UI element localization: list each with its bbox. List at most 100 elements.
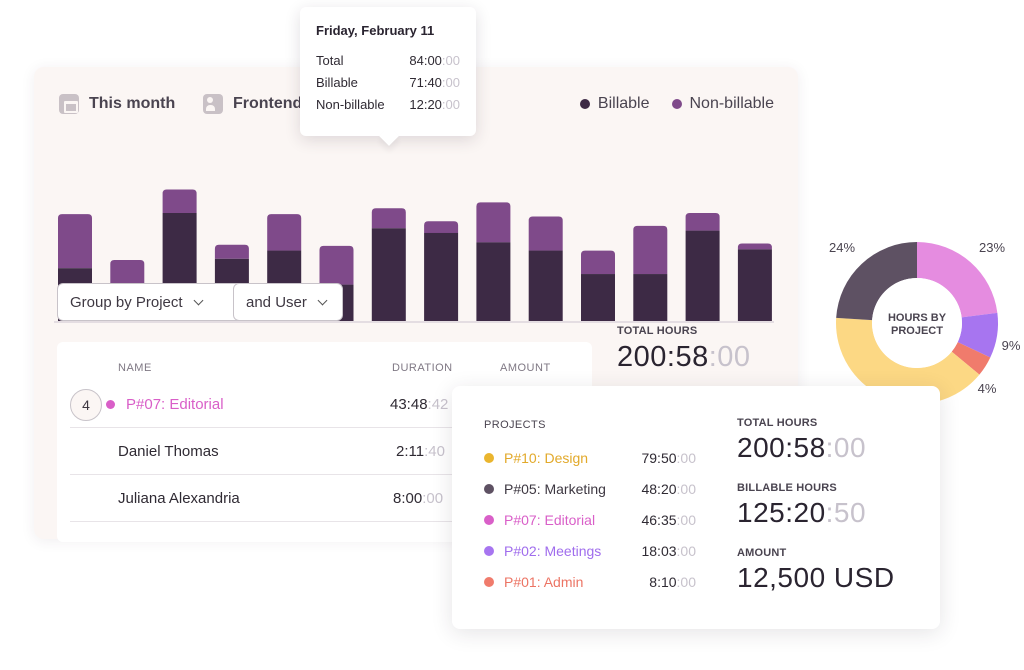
project-dot-icon — [484, 546, 494, 556]
card-billable-label: BILLABLE HOURS — [737, 482, 837, 494]
report-card: This month Frontend Billable Non-billabl… — [34, 67, 798, 542]
projects-summary-card: PROJECTS P#10: Design 79:50:00 P#05: Marke… — [452, 386, 940, 629]
calendar-icon — [59, 94, 79, 114]
header-amount: AMOUNT — [500, 362, 551, 374]
legend-billable: Billable — [579, 95, 650, 113]
bar-non-billable[interactable] — [581, 250, 615, 275]
project-name: P#02: Meetings — [504, 543, 602, 559]
team-filter[interactable]: Frontend — [203, 94, 302, 114]
project-hours: 18:03:00 — [641, 543, 696, 559]
tooltip-row-total: Total 84:00:00 — [316, 53, 460, 68]
project-hours: 48:20:00 — [641, 481, 696, 497]
bar-billable[interactable] — [424, 232, 459, 321]
expand-count-badge[interactable]: 4 — [70, 389, 102, 421]
bar-non-billable[interactable] — [371, 208, 406, 229]
total-hours-label: TOTAL HOURS — [617, 325, 698, 337]
project-name: P#05: Marketing — [504, 481, 606, 497]
donut-slice[interactable] — [836, 242, 917, 321]
project-row[interactable]: P#02: Meetings 18:03:00 — [484, 540, 696, 562]
card-billable-hours: BILLABLE HOURS 125:20:50 — [737, 482, 866, 529]
donut-pct-label: 4% — [978, 381, 997, 396]
legend-non-billable: Non-billable — [671, 95, 775, 113]
period-label: This month — [89, 95, 176, 112]
row-name: P#07: Editorial — [126, 396, 224, 413]
bar-non-billable[interactable] — [476, 202, 511, 243]
card-amount-label: AMOUNT — [737, 547, 787, 559]
project-name: P#10: Design — [504, 450, 589, 466]
project-name: P#01: Admin — [504, 574, 584, 590]
bar-billable[interactable] — [737, 249, 772, 321]
bar-non-billable[interactable] — [424, 221, 459, 233]
tooltip-row-non-billable: Non-billable 12:20:00 — [316, 97, 460, 112]
bar-billable[interactable] — [581, 274, 615, 321]
project-dot-icon — [484, 577, 494, 587]
legend-non-billable-label: Non-billable — [689, 95, 775, 112]
bar-non-billable[interactable] — [685, 213, 720, 231]
header-name: NAME — [118, 362, 152, 374]
chevron-down-icon — [317, 295, 328, 305]
bar-billable[interactable] — [476, 242, 511, 321]
billable-dot-icon — [579, 99, 590, 109]
bar-non-billable[interactable] — [633, 225, 668, 275]
project-row[interactable]: P#10: Design 79:50:00 — [484, 447, 696, 469]
project-dot-icon — [484, 515, 494, 525]
bar-billable[interactable] — [371, 228, 406, 321]
bar-non-billable[interactable] — [162, 189, 197, 213]
tooltip-row-billable: Billable 71:40:00 — [316, 75, 460, 90]
group-by-label: Group by Project — [70, 293, 183, 311]
total-hours-summary: TOTAL HOURS 200:58:00 — [617, 325, 751, 374]
project-hours: 46:35:00 — [641, 512, 696, 528]
card-amount-value: 12,500 USD — [737, 562, 895, 593]
card-total-hours: TOTAL HOURS 200:58:00 — [737, 417, 866, 464]
donut-pct-label: 23% — [979, 240, 1005, 255]
project-dot-icon — [106, 400, 115, 409]
tooltip-date: Friday, February 11 — [316, 23, 435, 38]
row-duration: 8:00:00 — [393, 490, 444, 507]
project-row[interactable]: P#01: Admin 8:10:00 — [484, 571, 696, 593]
donut-slice[interactable] — [917, 242, 998, 318]
bar-non-billable[interactable] — [58, 214, 92, 269]
donut-pct-label: 9% — [1002, 338, 1021, 353]
bar-billable[interactable] — [633, 274, 668, 321]
row-duration: 43:48:42 — [390, 396, 449, 413]
donut-slice[interactable] — [951, 342, 991, 375]
projects-heading: PROJECTS — [484, 419, 546, 431]
project-row[interactable]: P#07: Editorial 46:35:00 — [484, 509, 696, 531]
donut-slice[interactable] — [836, 317, 980, 404]
table-row[interactable]: 4 P#07: Editorial 43:48:42 — [70, 381, 580, 428]
card-billable-value: 125:20:50 — [737, 497, 867, 528]
bar-billable[interactable] — [685, 230, 720, 321]
table-row[interactable]: Daniel Thomas 2:11:40 — [70, 428, 580, 475]
chevron-down-icon — [193, 295, 204, 305]
card-total-label: TOTAL HOURS — [737, 417, 818, 429]
team-icon — [203, 94, 223, 114]
donut-center-label: HOURS BY — [888, 312, 947, 324]
card-total-value: 200:58:00 — [737, 432, 867, 463]
team-label: Frontend — [233, 95, 303, 112]
donut-slice[interactable] — [957, 312, 998, 358]
bar-non-billable[interactable] — [267, 214, 302, 251]
bar-tooltip: Friday, February 11 Total 84:00:00 Billab… — [300, 7, 476, 136]
donut-pct-label: 24% — [829, 240, 855, 255]
bar-non-billable[interactable] — [214, 244, 249, 259]
bar-non-billable[interactable] — [528, 216, 563, 251]
project-hours: 79:50:00 — [641, 450, 696, 466]
bar-non-billable[interactable] — [737, 243, 772, 250]
period-filter[interactable]: This month — [59, 94, 175, 114]
bar-non-billable[interactable] — [319, 245, 354, 285]
legend-billable-label: Billable — [597, 95, 650, 112]
header-duration: DURATION — [392, 362, 453, 374]
card-amount: AMOUNT 12,500 USD — [737, 547, 895, 594]
non-billable-dot-icon — [671, 99, 682, 109]
row-name: Daniel Thomas — [118, 443, 219, 460]
chart-legend: Billable Non-billable — [579, 95, 775, 113]
bar-billable[interactable] — [528, 250, 563, 321]
table-row[interactable]: Juliana Alexandria 8:00:00 — [70, 475, 580, 522]
group-by-dropdown[interactable]: Group by Project — [57, 283, 244, 321]
project-name: P#07: Editorial — [504, 512, 596, 528]
project-hours: 8:10:00 — [649, 574, 696, 590]
project-dot-icon — [484, 484, 494, 494]
project-row[interactable]: P#05: Marketing 48:20:00 — [484, 478, 696, 500]
and-user-dropdown[interactable]: and User — [233, 283, 343, 321]
donut-center-label: PROJECT — [891, 325, 943, 337]
